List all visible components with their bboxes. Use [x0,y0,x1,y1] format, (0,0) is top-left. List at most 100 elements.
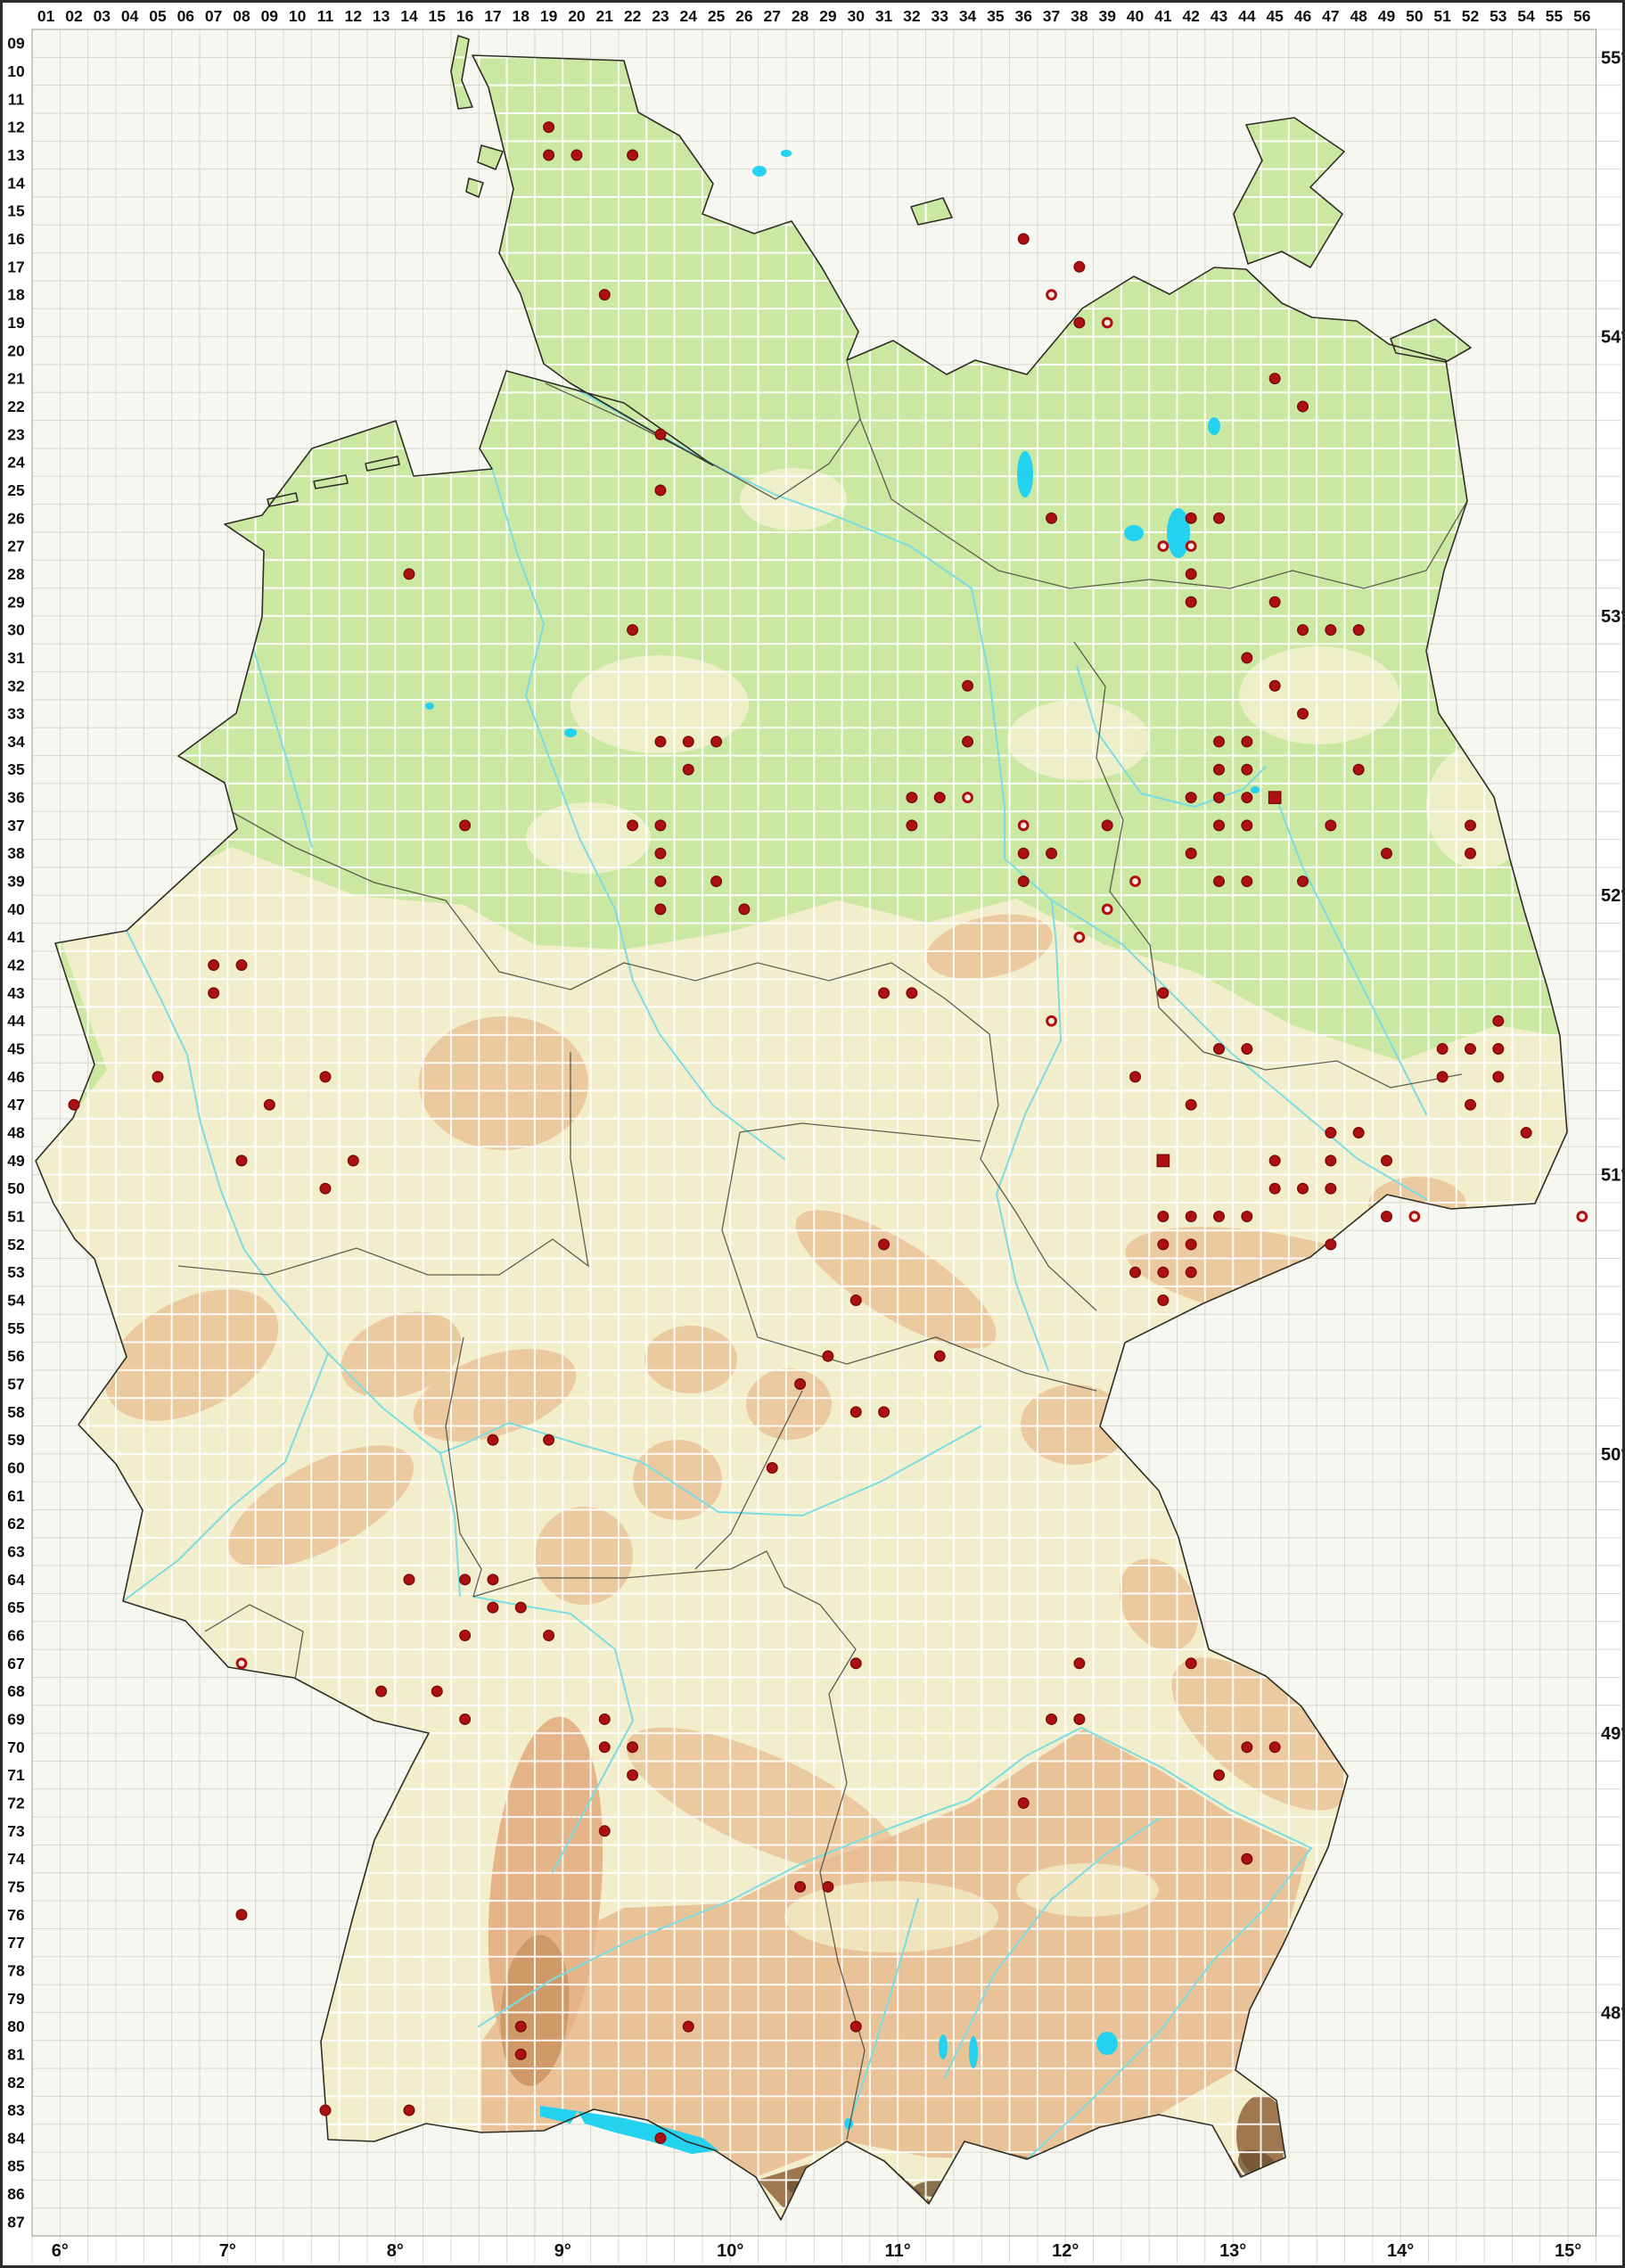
column-label: 27 [764,7,781,25]
column-label: 07 [205,7,222,25]
record-marker-filled [1268,1741,1281,1754]
record-marker-filled [1185,1211,1197,1223]
record-marker-filled [1436,1043,1449,1056]
column-label: 08 [233,7,250,25]
row-label: 54 [7,1292,25,1310]
column-label: 31 [875,7,893,25]
row-label: 11 [8,90,25,108]
river-weser [491,467,785,1160]
row-label: 42 [7,957,25,974]
longitude-label: 9° [554,2241,571,2261]
record-marker-filled [1325,1155,1337,1167]
record-marker-filled [319,1071,332,1083]
longitude-label: 15° [1555,2241,1581,2261]
record-marker-filled [208,959,220,972]
record-marker-filled [1520,1127,1532,1139]
column-label: 32 [903,7,921,25]
latitude-label: 48° [1601,2003,1625,2023]
record-marker-filled [68,1098,80,1111]
record-marker-filled [1073,1713,1086,1725]
record-marker-filled [1017,875,1030,888]
row-label: 77 [7,1934,24,1952]
lake-duemmer [425,703,434,710]
record-marker-filled [431,1685,443,1697]
record-marker-filled [1352,624,1365,637]
record-marker-filled [1241,819,1253,832]
record-marker-filled [487,1601,499,1614]
record-marker-filled [766,1461,778,1474]
record-marker-filled [682,763,694,776]
row-label: 72 [7,1794,25,1812]
river-saale [996,901,1062,1371]
record-marker-open [1017,819,1030,832]
row-label: 50 [7,1179,25,1197]
lake-kummerower [1208,417,1220,435]
record-marker-filled [933,792,946,804]
longitude-label: 8° [387,2241,404,2261]
record-marker-filled [598,289,611,301]
column-label: 26 [735,7,753,25]
row-label: 78 [7,1961,25,1979]
river-main [439,1422,981,1516]
record-marker-filled [1464,1098,1476,1111]
record-marker-filled [403,568,415,580]
row-label: 67 [7,1655,24,1672]
row-label: 69 [7,1710,25,1728]
record-marker-filled [570,149,583,161]
record-marker-filled [822,1880,834,1893]
record-marker-filled [1381,847,1393,859]
record-marker-filled [543,149,555,161]
record-marker-filled [514,2020,527,2033]
latitude-label: 53° [1601,607,1625,627]
lake-steinhuder-meer [564,728,577,737]
column-label: 47 [1322,7,1339,25]
record-marker-filled [1129,1266,1142,1278]
record-marker-filled [1213,1043,1226,1056]
record-marker-filled [1241,652,1253,664]
record-marker-filled [933,1350,946,1362]
record-marker-filled [1492,1043,1505,1056]
river-elbe [545,372,1427,1200]
row-label: 38 [7,844,25,862]
column-label: 14 [400,7,418,25]
column-label: 17 [484,7,501,25]
record-marker-open [1046,289,1057,301]
row-label: 48 [7,1124,25,1142]
record-marker-filled [1213,792,1226,804]
record-marker-filled [1268,1155,1281,1167]
column-label: 48 [1350,7,1367,25]
record-marker-open [1408,1211,1421,1222]
column-label: 42 [1182,7,1200,25]
record-marker-filled [654,735,667,748]
lake-forggensee [844,2118,853,2129]
record-marker-filled [1073,260,1086,273]
column-label: 45 [1266,7,1284,25]
record-marker-filled [1325,1238,1337,1251]
record-marker-open [1157,540,1170,553]
record-marker-filled [459,1574,472,1586]
record-marker-filled [1213,763,1226,776]
lake-ammersee [939,2034,948,2059]
record-marker-filled [1241,1853,1253,1865]
record-marker-filled [627,819,639,832]
row-label: 71 [7,1766,25,1784]
column-label: 24 [680,7,698,25]
row-label: 21 [7,370,25,388]
record-marker-filled [1185,596,1197,608]
record-marker-filled [822,1350,834,1362]
row-label: 86 [7,2185,25,2203]
record-marker-filled [598,1713,611,1725]
record-marker-filled [1073,316,1086,329]
longitude-label: 6° [52,2241,69,2261]
lake-untersee [540,2106,578,2124]
record-marker-filled [682,735,694,748]
row-label: 34 [7,733,25,751]
column-label: 13 [373,7,390,25]
column-label: 53 [1490,7,1507,25]
record-marker-open [1046,1015,1057,1027]
record-marker-filled [1157,1266,1170,1278]
lake-schweriner-see [1017,451,1033,497]
column-label: 33 [931,7,948,25]
record-marker-filled [1297,400,1309,413]
record-marker-filled [1381,1211,1393,1223]
